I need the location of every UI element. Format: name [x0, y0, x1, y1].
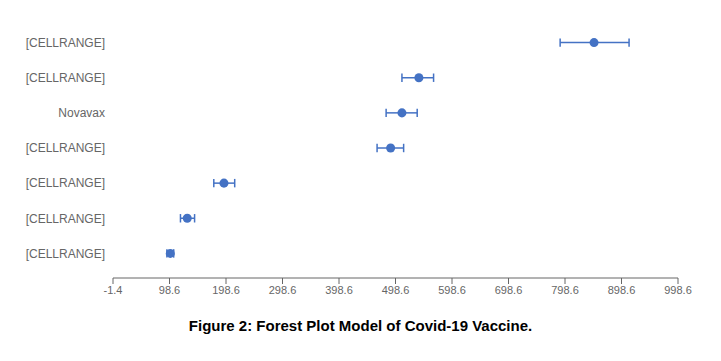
svg-text:198.6: 198.6 [212, 284, 240, 296]
svg-text:498.6: 498.6 [382, 284, 410, 296]
svg-text:[CELLRANGE]: [CELLRANGE] [26, 247, 105, 261]
svg-text:598.6: 598.6 [438, 284, 466, 296]
svg-text:898.6: 898.6 [608, 284, 636, 296]
svg-text:Novavax: Novavax [58, 106, 105, 120]
svg-text:298.6: 298.6 [269, 284, 297, 296]
svg-text:798.6: 798.6 [551, 284, 579, 296]
svg-text:398.6: 398.6 [325, 284, 353, 296]
svg-text:[CELLRANGE]: [CELLRANGE] [26, 141, 105, 155]
svg-text:998.6: 998.6 [664, 284, 692, 296]
svg-text:[CELLRANGE]: [CELLRANGE] [26, 176, 105, 190]
html-text:Figure 2: Forest Plot Model of: Figure 2: Forest Plot Model of Covid-19 … [188, 317, 533, 334]
svg-text:-1.4: -1.4 [104, 284, 123, 296]
svg-text:[CELLRANGE]: [CELLRANGE] [26, 36, 105, 50]
svg-text:[CELLRANGE]: [CELLRANGE] [26, 71, 105, 85]
svg-text:698.6: 698.6 [495, 284, 523, 296]
svg-text:98.6: 98.6 [159, 284, 180, 296]
svg-text:[CELLRANGE]: [CELLRANGE] [26, 212, 105, 226]
